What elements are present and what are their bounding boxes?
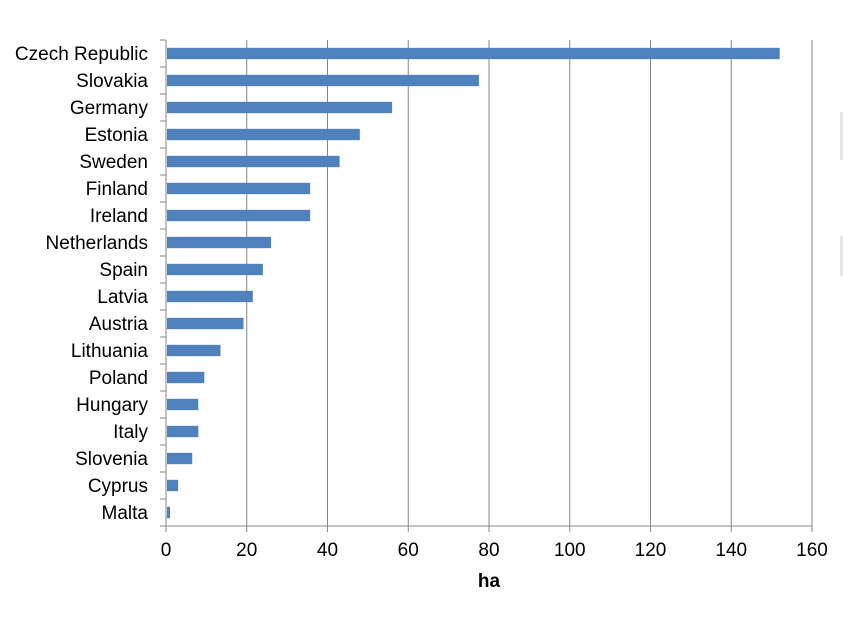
bar	[167, 506, 171, 519]
bars	[167, 47, 780, 519]
axes	[160, 39, 813, 532]
x-tick-label: 40	[317, 540, 338, 561]
category-label: Austria	[89, 314, 149, 335]
category-label: Finland	[86, 179, 148, 200]
x-tick-label: 100	[554, 540, 586, 561]
grid-lines	[246, 40, 813, 526]
category-label: Latvia	[97, 287, 148, 308]
bar	[167, 236, 271, 249]
x-tick-label: 160	[796, 540, 828, 561]
category-label: Slovakia	[76, 71, 148, 92]
category-label: Czech Republic	[15, 44, 148, 65]
bar	[167, 182, 311, 195]
bar	[167, 317, 244, 330]
category-label: Hungary	[76, 395, 148, 416]
category-label: Spain	[99, 260, 148, 281]
x-tick-label: 120	[635, 540, 667, 561]
bar	[167, 128, 360, 141]
category-label: Estonia	[85, 125, 149, 146]
x-tick-label: 60	[398, 540, 419, 561]
category-label: Cyprus	[88, 476, 148, 497]
x-tick-label: 20	[236, 540, 257, 561]
bar	[167, 263, 263, 276]
edge-fragment	[840, 236, 843, 276]
category-label: Netherlands	[46, 233, 148, 254]
bar	[167, 344, 221, 357]
bar	[167, 398, 199, 411]
x-tick-label: 140	[715, 540, 747, 561]
x-tick-label: 0	[161, 540, 172, 561]
category-label: Poland	[89, 368, 148, 389]
bar	[167, 47, 780, 60]
bar	[167, 155, 340, 168]
category-label: Sweden	[79, 152, 148, 173]
category-label: Ireland	[90, 206, 148, 227]
bar	[167, 425, 199, 438]
bar	[167, 479, 179, 492]
labels: 0 20 40 60 80 100 120 140 160 Czech Republic Slova…	[15, 44, 828, 561]
bar	[167, 452, 193, 465]
category-label: Germany	[70, 98, 149, 119]
category-label: Lithuania	[71, 341, 149, 362]
bar	[167, 209, 311, 222]
x-tick-label: 80	[478, 540, 499, 561]
category-label: Italy	[113, 422, 148, 443]
bar	[167, 101, 393, 114]
bar	[167, 74, 479, 87]
category-label: Slovenia	[75, 449, 148, 470]
bar	[167, 290, 253, 303]
category-label: Malta	[102, 503, 149, 524]
bar	[167, 371, 205, 384]
x-axis-title: ha	[478, 571, 501, 592]
edge-fragment	[840, 112, 843, 160]
